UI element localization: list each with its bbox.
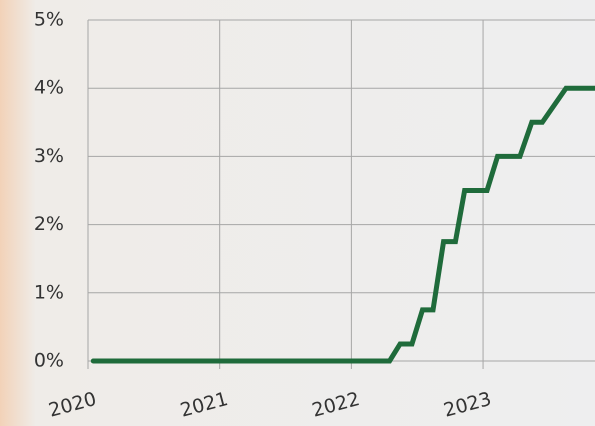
line [90, 85, 595, 364]
y-tick-label: 2% [34, 213, 64, 235]
y-tick-label: 4% [34, 77, 64, 99]
y-tick-label: 5% [34, 9, 64, 31]
y-tick-label: 1% [34, 281, 64, 303]
y-tick-label: 0% [34, 350, 64, 372]
y-tick-label: 3% [34, 145, 64, 167]
